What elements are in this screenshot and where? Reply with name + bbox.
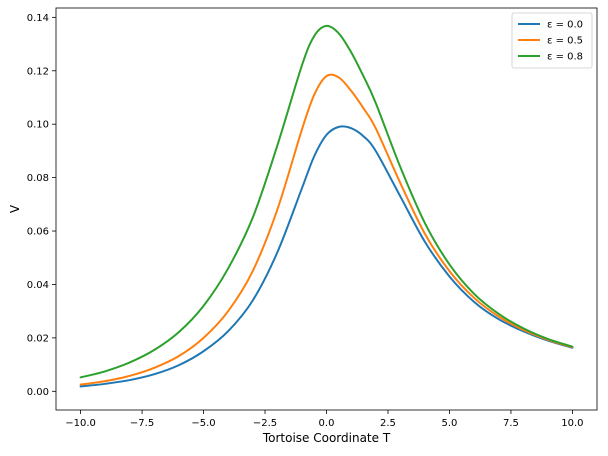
y-axis-ticks: 0.00 0.02 0.04 0.06 0.08 0.10 0.12 0.14 bbox=[27, 13, 56, 398]
series-line-1 bbox=[79, 73, 574, 386]
x-tick-label: −7.5 bbox=[130, 418, 154, 429]
legend-label-2: ε = 0.8 bbox=[547, 52, 583, 63]
legend-box bbox=[511, 12, 593, 69]
x-tick-label: −2.5 bbox=[253, 418, 277, 429]
x-tick-label: 2.5 bbox=[380, 418, 396, 429]
y-tick-label: 0.08 bbox=[27, 173, 49, 184]
y-tick-label: 0.10 bbox=[27, 120, 49, 131]
x-tick-label: 7.5 bbox=[503, 418, 519, 429]
x-axis-ticks: −10.0 −7.5 −5.0 −2.5 0.0 2.5 5.0 7.5 10.0 bbox=[65, 410, 584, 429]
x-tick-label: 5.0 bbox=[442, 418, 458, 429]
y-tick-label: 0.02 bbox=[27, 333, 49, 344]
y-tick-label: 0.04 bbox=[27, 280, 49, 291]
x-tick-label: 0.0 bbox=[319, 418, 335, 429]
series-line-2 bbox=[79, 24, 574, 379]
y-tick-label: 0.06 bbox=[27, 227, 49, 238]
y-axis-label: V bbox=[8, 204, 22, 213]
y-tick-label: 0.14 bbox=[27, 13, 49, 24]
x-axis-label: Tortoise Coordinate T bbox=[262, 431, 391, 445]
series-layer bbox=[79, 24, 574, 388]
series-line-0 bbox=[79, 125, 574, 388]
y-tick-label: 0.12 bbox=[27, 66, 49, 77]
x-tick-label: −10.0 bbox=[65, 418, 96, 429]
x-tick-label: −5.0 bbox=[191, 418, 215, 429]
y-tick-label: 0.00 bbox=[27, 387, 49, 398]
x-tick-label: 10.0 bbox=[561, 418, 583, 429]
legend-label-1: ε = 0.5 bbox=[547, 36, 583, 47]
legend: ε = 0.0 ε = 0.5 ε = 0.8 bbox=[511, 12, 593, 69]
legend-label-0: ε = 0.0 bbox=[547, 20, 583, 31]
